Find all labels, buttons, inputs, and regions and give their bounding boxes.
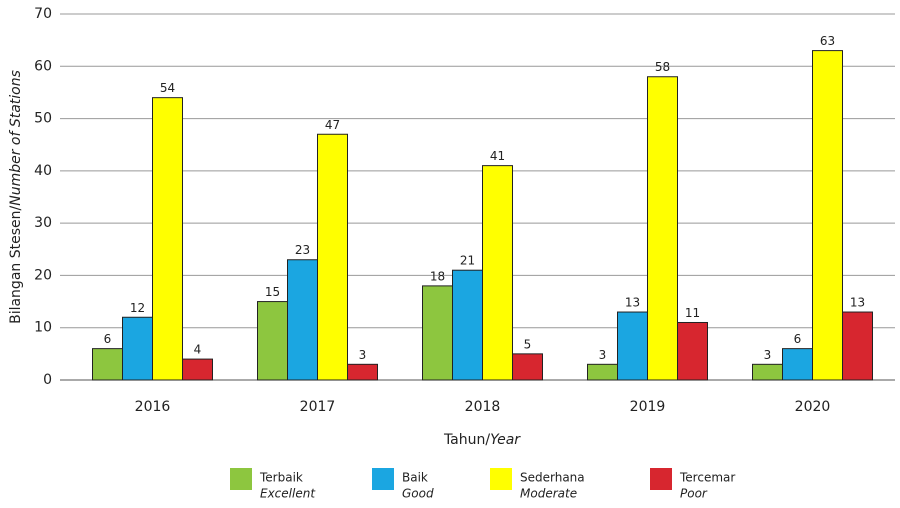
bar: [812, 50, 843, 381]
data-label: 58: [655, 60, 670, 74]
y-tick-label: 30: [34, 215, 52, 231]
legend-swatch: [230, 468, 252, 490]
x-tick-label: 2018: [465, 399, 501, 415]
legend-label: Tercemar: [679, 471, 735, 485]
data-label: 3: [359, 348, 367, 362]
x-tick-label: 2016: [135, 399, 171, 415]
y-tick-label: 20: [34, 267, 52, 283]
legend-label: Baik: [402, 471, 428, 485]
bar: [122, 316, 153, 381]
bar: [347, 363, 378, 381]
y-tick-label: 60: [34, 58, 52, 74]
data-label: 4: [194, 343, 202, 357]
x-tick-label: 2017: [300, 399, 336, 415]
data-label: 6: [794, 332, 802, 346]
legend-label-en: Excellent: [260, 487, 316, 501]
bar: [482, 165, 513, 381]
bar: [152, 97, 183, 381]
bar: [677, 321, 708, 381]
data-label: 41: [490, 149, 505, 163]
bar: [617, 311, 648, 381]
data-label: 3: [764, 348, 772, 362]
data-label: 12: [130, 301, 145, 315]
data-label: 5: [524, 337, 532, 351]
bar: [182, 358, 213, 381]
data-label: 15: [265, 285, 280, 299]
data-label: 47: [325, 118, 340, 132]
legend-swatch: [490, 468, 512, 490]
data-label: 3: [599, 348, 607, 362]
x-axis-title-en: Year: [490, 432, 521, 448]
x-axis-title: Tahun/Year: [443, 432, 521, 448]
y-tick-label: 70: [34, 6, 52, 22]
y-tick-label: 40: [34, 163, 52, 179]
y-axis-title-main: Bilangan Stesen/: [8, 206, 24, 324]
data-label: 18: [430, 269, 445, 283]
data-label: 23: [295, 243, 310, 257]
bar: [287, 259, 318, 381]
bar: [842, 311, 873, 381]
legend-label-en: Moderate: [520, 487, 577, 501]
x-axis-title-main: Tahun/: [443, 432, 490, 448]
data-label: 54: [160, 81, 175, 95]
data-label: 6: [104, 332, 112, 346]
y-tick-label: 50: [34, 111, 52, 127]
legend-label: Terbaik: [259, 471, 303, 485]
legend-label: Sederhana: [520, 471, 585, 485]
data-label: 13: [625, 296, 640, 310]
legend-swatch: [650, 468, 672, 490]
bar: [587, 363, 618, 381]
legend-label-en: Good: [402, 487, 434, 501]
bar: [422, 285, 453, 381]
bar: [92, 348, 123, 381]
bar: [752, 363, 783, 381]
bar: [257, 301, 288, 381]
data-label: 13: [850, 296, 865, 310]
y-axis-title: Bilangan Stesen/Number of Stations: [8, 70, 24, 324]
legend-swatch: [372, 468, 394, 490]
y-tick-label: 10: [34, 320, 52, 336]
bar: [317, 133, 348, 381]
y-tick-label: 0: [43, 372, 52, 388]
bar: [782, 348, 813, 381]
bar: [647, 76, 678, 381]
data-label: 11: [685, 306, 700, 320]
y-axis-title-en: Number of Stations: [8, 70, 24, 206]
x-tick-label: 2020: [795, 399, 831, 415]
x-tick-label: 2019: [630, 399, 666, 415]
bar: [452, 269, 483, 381]
bar: [512, 353, 543, 381]
data-label: 21: [460, 254, 475, 268]
legend-label-en: Poor: [680, 487, 708, 501]
data-label: 63: [820, 34, 835, 48]
